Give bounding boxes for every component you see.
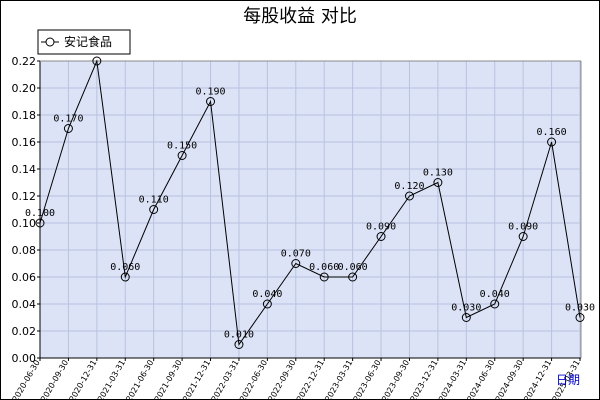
data-point-marker	[518, 232, 528, 241]
data-point-marker	[35, 218, 45, 228]
data-value-label: 0.150	[167, 141, 197, 152]
x-tick-label: 2023-12-31	[409, 359, 440, 400]
y-tick-label: 0.16	[12, 136, 37, 149]
chart-title: 每股收益 对比	[243, 6, 357, 27]
series-line	[39, 59, 581, 346]
y-tick-label: 0.22	[12, 55, 37, 68]
legend: 安记食品	[37, 29, 131, 55]
data-point-marker	[319, 272, 329, 282]
data-point-marker	[348, 272, 358, 282]
x-tick-label: 2021-09-30	[153, 359, 184, 400]
y-tick-label: 0.04	[12, 298, 37, 311]
x-tick-label: 2021-03-31	[96, 359, 127, 400]
data-value-label: 0.060	[110, 262, 140, 273]
data-value-label: 0.070	[281, 249, 311, 260]
x-tick-label: 2024-09-30	[494, 359, 525, 400]
x-tick-label: 2022-12-31	[295, 359, 326, 400]
data-point-marker	[547, 137, 557, 147]
data-point-marker	[120, 272, 130, 282]
data-value-label: 0.060	[338, 262, 368, 273]
data-point-marker	[490, 299, 500, 309]
data-value-label: 0.110	[139, 195, 169, 206]
axes	[39, 60, 582, 359]
data-value-label: 0.040	[252, 289, 282, 300]
data-value-label: 0.170	[53, 114, 83, 125]
y-tick-label: 0.00	[12, 352, 37, 365]
data-point-marker	[291, 259, 301, 268]
data-point-marker	[376, 232, 386, 241]
y-tick-label: 0.02	[12, 325, 37, 338]
x-tick-label: 2020-09-30	[39, 359, 70, 400]
x-tick-label: 2022-03-31	[210, 359, 241, 400]
data-point-marker	[177, 151, 187, 160]
data-point-marker	[206, 97, 216, 106]
data-value-label: 0.090	[366, 222, 396, 233]
period-axis-label: 日期	[556, 373, 580, 387]
data-value-label: 0.160	[537, 127, 567, 138]
y-tick-label: 0.06	[12, 271, 37, 284]
data-value-label: 0.010	[224, 330, 254, 341]
x-tick-label: 2020-12-31	[68, 359, 99, 400]
data-point-marker	[461, 313, 471, 322]
data-value-label: 0.190	[195, 87, 225, 98]
data-point-marker	[149, 205, 159, 214]
x-axis-ticks: 2020-06-302020-09-302020-12-312021-03-31…	[11, 358, 582, 400]
data-value-label: 0.130	[423, 168, 453, 179]
y-tick-label: 0.10	[12, 217, 37, 230]
x-tick-label: 2023-03-31	[323, 359, 354, 400]
data-value-label: 0.040	[480, 289, 510, 300]
x-tick-label: 2022-06-30	[238, 359, 269, 400]
y-tick-label: 0.18	[12, 109, 37, 122]
x-tick-label: 2021-12-31	[181, 359, 212, 400]
y-tick-label: 0.08	[12, 244, 37, 257]
y-tick-label: 0.20	[12, 82, 37, 95]
data-point-marker	[433, 178, 443, 187]
data-value-label: 0.030	[565, 303, 595, 314]
data-point-marker	[575, 313, 585, 322]
x-tick-label: 2024-06-30	[465, 358, 496, 400]
x-tick-label: 2024-03-31	[437, 359, 468, 400]
data-value-label: 0.120	[394, 181, 424, 192]
legend-marker-icon	[45, 37, 55, 47]
data-point-marker	[63, 124, 73, 133]
data-value-label: 0.060	[309, 262, 339, 273]
plot-area	[40, 61, 581, 358]
data-point-marker	[404, 191, 414, 201]
y-tick-label: 0.12	[12, 190, 37, 203]
data-point-marker	[92, 56, 102, 66]
x-tick-label: 2022-09-30	[266, 359, 297, 400]
data-value-label: 0.090	[508, 222, 538, 233]
x-tick-label: 2023-06-30	[352, 359, 383, 400]
data-point-marker	[262, 299, 272, 309]
series-layer	[35, 56, 585, 349]
data-value-label: 0.030	[451, 303, 481, 314]
y-axis-ticks: 0.00 0.02 0.04 0.06 0.08 0.10 0.12 0.14 0.16 0.18…	[12, 55, 40, 365]
data-point-marker	[234, 340, 244, 349]
legend-entry-label: 安记食品	[64, 34, 112, 49]
x-tick-label: 2023-09-30	[380, 359, 411, 400]
x-tick-label: 2021-06-30	[124, 359, 155, 400]
data-value-label: 0.100	[25, 208, 55, 219]
x-tick-label: 2024-12-31	[522, 359, 553, 400]
y-tick-label: 0.14	[12, 163, 37, 176]
data-labels: 0.100 0.170 0.060 0.110 0.150 0.190 0.010 0.040…	[25, 87, 595, 341]
